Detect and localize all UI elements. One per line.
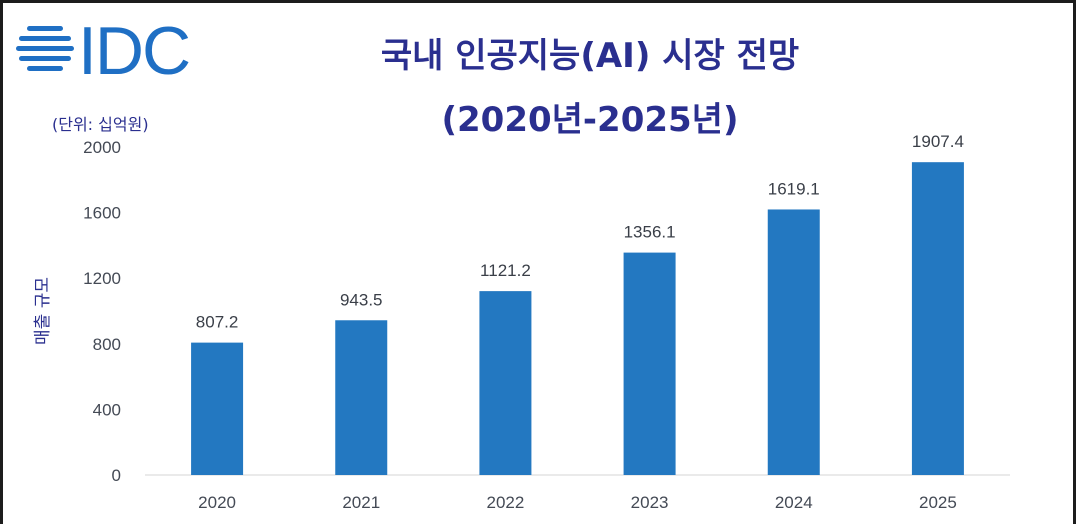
bar-2023 [623,252,676,475]
x-tick-label-2024: 2024 [775,493,813,512]
bar-2020 [191,342,244,475]
x-tick-label-2023: 2023 [631,493,669,512]
chart-title: 국내 인공지능(AI) 시장 전망 [380,36,800,76]
data-label-2023: 1356.1 [624,223,676,242]
y-tick-label: 1600 [83,204,121,223]
data-label-2024: 1619.1 [768,179,820,198]
x-tick-label-2021: 2021 [342,493,380,512]
y-tick-label: 2000 [83,138,121,157]
y-tick-label: 400 [93,400,121,419]
bar-2024 [767,209,820,476]
idc-logo: IDC [16,16,191,86]
x-tick-label-2020: 2020 [198,493,236,512]
y-tick-label: 1200 [83,269,121,288]
data-label-2022: 1121.2 [480,261,531,280]
data-label-2025: 1907.4 [912,132,964,151]
x-tick-label-2022: 2022 [487,493,525,512]
logo-text: IDC [78,16,189,86]
y-tick-label: 800 [93,335,121,354]
bar-2021 [335,320,388,475]
globe-icon [16,26,74,71]
bar-2025 [911,162,964,475]
unit-label: (단위: 십억원) [52,115,149,134]
y-tick-label: 0 [112,466,121,485]
bar-2022 [479,291,532,475]
x-tick-label-2025: 2025 [919,493,957,512]
data-label-2020: 807.2 [196,313,239,332]
y-axis-label: 매출 규모 [33,277,53,345]
data-label-2021: 943.5 [340,290,383,309]
chart-subtitle: (2020년-2025년) [441,100,739,140]
